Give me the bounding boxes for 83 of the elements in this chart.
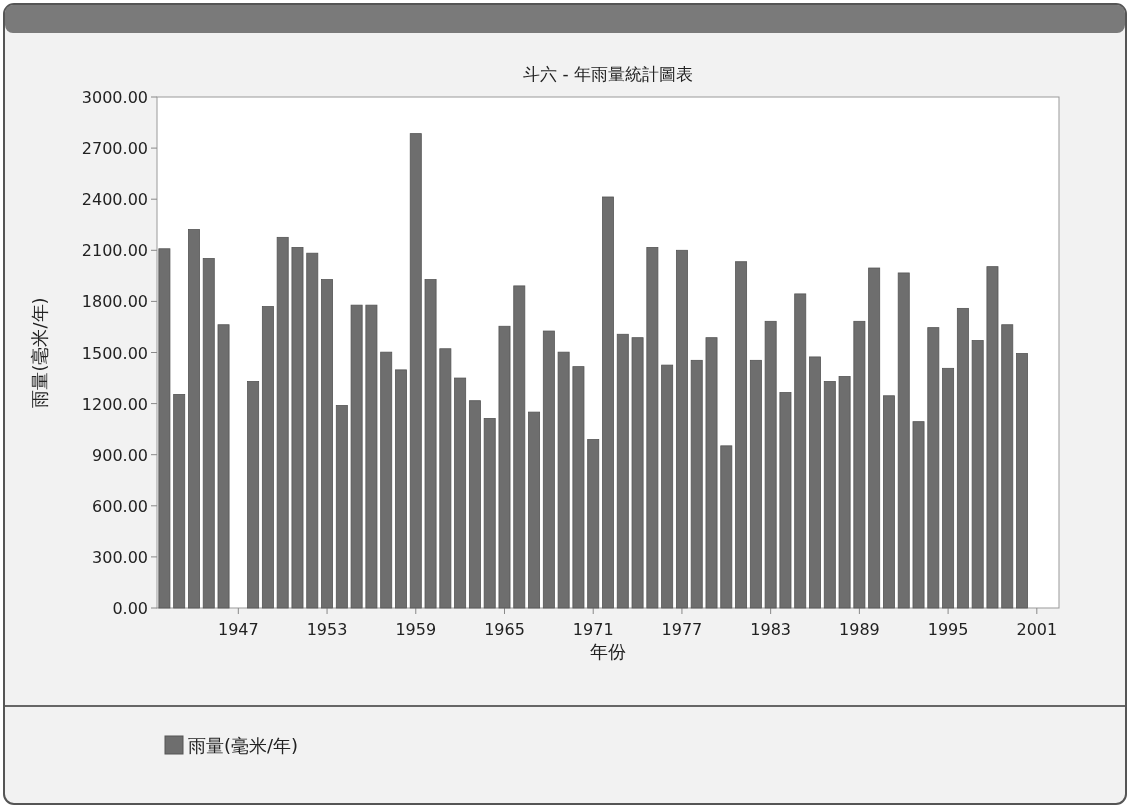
bar bbox=[247, 381, 260, 609]
bar bbox=[335, 405, 348, 609]
x-tick-label: 1953 bbox=[306, 620, 348, 639]
bar bbox=[202, 258, 215, 609]
bar bbox=[986, 266, 999, 609]
x-tick-label: 2001 bbox=[1016, 620, 1058, 639]
y-tick-label: 1500.00 bbox=[81, 343, 148, 363]
y-tick-label: 1800.00 bbox=[81, 292, 148, 312]
bar bbox=[897, 272, 910, 609]
bar bbox=[528, 411, 541, 609]
x-tick-label: 1995 bbox=[927, 620, 969, 639]
bar bbox=[838, 376, 851, 609]
bar bbox=[794, 293, 807, 609]
bar bbox=[276, 236, 289, 609]
bar bbox=[675, 249, 688, 609]
bar bbox=[158, 248, 171, 609]
x-axis-title: 年份 bbox=[590, 641, 626, 662]
bar bbox=[823, 381, 836, 609]
x-tick-label: 1983 bbox=[750, 620, 792, 639]
bar bbox=[927, 327, 940, 609]
x-tick-label: 1947 bbox=[217, 620, 259, 639]
bar bbox=[572, 366, 585, 609]
bar bbox=[646, 247, 659, 609]
bar bbox=[705, 337, 718, 609]
legend-label: 雨量(毫米/年) bbox=[188, 735, 299, 756]
bar bbox=[735, 261, 748, 609]
bar bbox=[971, 340, 984, 609]
y-tick-label: 900.00 bbox=[92, 445, 148, 465]
bar bbox=[513, 285, 526, 609]
y-tick-label: 3000.00 bbox=[81, 88, 148, 107]
bar bbox=[217, 324, 230, 609]
bar bbox=[853, 320, 866, 609]
y-tick-label: 2700.00 bbox=[81, 139, 148, 159]
bar bbox=[912, 421, 925, 609]
bar bbox=[616, 333, 629, 609]
y-tick-label: 1200.00 bbox=[81, 394, 148, 414]
bar bbox=[631, 337, 644, 609]
bar bbox=[587, 439, 600, 609]
bar bbox=[380, 351, 393, 609]
bar bbox=[542, 330, 555, 609]
bar bbox=[1016, 353, 1028, 609]
bar bbox=[424, 279, 437, 609]
bar bbox=[188, 229, 200, 609]
bar bbox=[365, 304, 378, 609]
bar bbox=[720, 445, 733, 609]
bar bbox=[661, 364, 674, 609]
bar bbox=[261, 306, 274, 609]
bar bbox=[868, 267, 881, 609]
y-axis-title: 雨量(毫米/年) bbox=[29, 297, 50, 408]
y-tick-label: 0.00 bbox=[112, 599, 148, 618]
x-tick-label: 1965 bbox=[484, 620, 525, 639]
bar bbox=[350, 304, 363, 609]
bar bbox=[809, 356, 821, 609]
bar bbox=[439, 348, 452, 609]
y-tick-label: 2100.00 bbox=[81, 241, 148, 261]
bar bbox=[173, 394, 186, 609]
y-tick-label: 600.00 bbox=[92, 496, 148, 516]
bar bbox=[409, 133, 422, 609]
y-tick-label: 300.00 bbox=[92, 547, 148, 567]
bar bbox=[306, 252, 319, 609]
bar bbox=[468, 400, 481, 609]
x-tick-label: 1977 bbox=[661, 620, 703, 639]
bar bbox=[321, 279, 333, 609]
bar bbox=[956, 307, 969, 609]
bar bbox=[557, 351, 570, 609]
bar bbox=[454, 377, 467, 609]
chart-title: 斗六 - 年雨量統計圖表 bbox=[523, 64, 693, 84]
x-tick-label: 1989 bbox=[839, 620, 880, 639]
bar bbox=[1001, 324, 1014, 609]
bar bbox=[395, 369, 407, 609]
bar bbox=[483, 418, 496, 609]
bar bbox=[942, 367, 955, 609]
bar bbox=[291, 247, 304, 609]
bar bbox=[764, 320, 777, 609]
bar bbox=[498, 325, 511, 609]
bar bbox=[779, 392, 792, 609]
y-tick-label: 2400.00 bbox=[81, 190, 148, 210]
x-tick-label: 1959 bbox=[395, 620, 437, 639]
bar bbox=[883, 395, 895, 609]
bar bbox=[690, 359, 703, 609]
bar bbox=[602, 196, 614, 609]
bar bbox=[749, 359, 762, 609]
x-tick-label: 1971 bbox=[572, 620, 614, 639]
